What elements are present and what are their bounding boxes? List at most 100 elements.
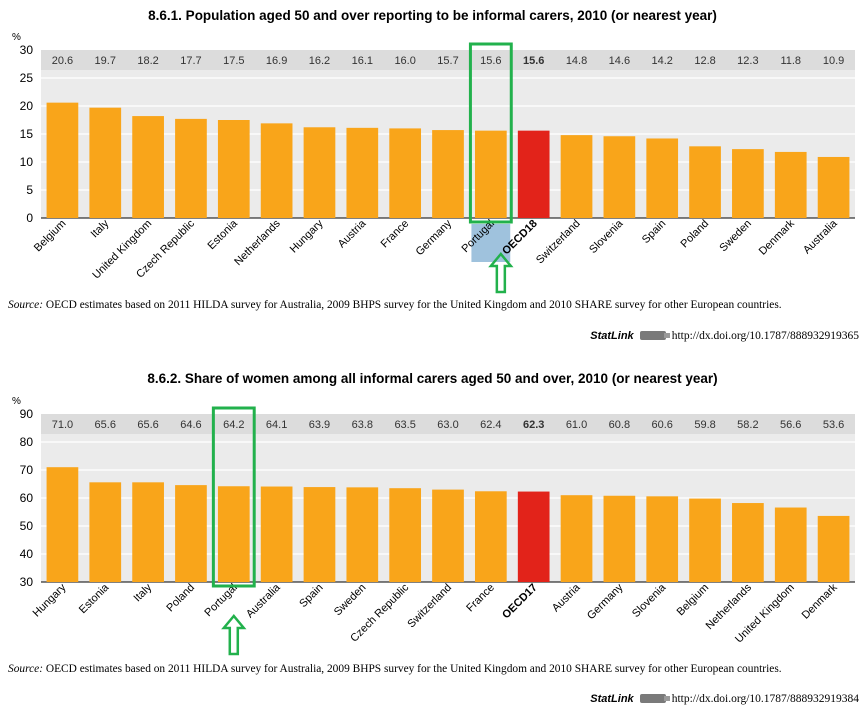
category-label: Belgium <box>32 218 69 255</box>
bar-poland <box>689 146 721 218</box>
value-label: 56.6 <box>780 419 801 431</box>
bar-belgium <box>46 102 79 218</box>
category-label: Poland <box>678 218 711 251</box>
category-label: Germany <box>585 581 626 622</box>
y-tick-label: 90 <box>20 407 34 421</box>
bar-australia <box>817 156 850 218</box>
statlink-logo-icon <box>639 693 670 703</box>
y-tick-label: 60 <box>20 491 34 505</box>
category-label: Australia <box>801 217 840 256</box>
bar-denmark <box>817 515 850 582</box>
value-label: 12.3 <box>737 55 758 67</box>
category-label: Sweden <box>332 582 369 619</box>
bar-czech-republic <box>389 488 422 582</box>
value-label: 64.6 <box>180 419 201 431</box>
value-label: 19.7 <box>95 55 116 67</box>
value-label: 62.3 <box>523 419 544 431</box>
category-label: Italy <box>131 581 154 604</box>
y-tick-label: 80 <box>20 435 34 449</box>
value-label: 15.6 <box>523 55 544 67</box>
bar-australia <box>260 486 293 582</box>
chart2-bar-chart: 30 40 50 60 70 80 90 71.0 Hungary 65.6 Estonia 65.6… <box>20 406 855 656</box>
y-tick-label: 0 <box>26 211 33 225</box>
bar-czech-republic <box>175 118 207 218</box>
bar-austria <box>560 495 593 582</box>
chart1-bar-chart: 05101520253020.6Belgium19.7Italy18.2Unit… <box>20 42 855 294</box>
bar-sweden <box>346 487 379 582</box>
bar-spain <box>646 138 679 218</box>
chart1-statlink-url[interactable]: http://dx.doi.org/10.1787/888932919365 <box>671 330 859 342</box>
category-label: Estonia <box>205 217 240 252</box>
highlight-box <box>211 406 256 588</box>
value-label: 16.9 <box>266 55 287 67</box>
bar-france <box>474 491 507 582</box>
y-tick-label: 25 <box>20 71 34 85</box>
bar-spain <box>303 487 336 582</box>
y-tick-label: 30 <box>20 43 34 57</box>
bar-united-kingdom <box>774 507 807 582</box>
category-label: Estonia <box>77 581 112 616</box>
value-label-band <box>41 50 855 70</box>
y-tick-label: 30 <box>20 575 34 589</box>
value-label: 64.2 <box>223 419 244 431</box>
value-label: 63.5 <box>394 419 415 431</box>
value-label: 63.9 <box>309 419 330 431</box>
highlight-box <box>468 42 513 224</box>
value-label: 61.0 <box>566 419 587 431</box>
chart1-statlink[interactable]: StatLink http://dx.doi.org/10.1787/888932… <box>590 330 859 342</box>
value-label: 11.8 <box>780 55 801 67</box>
bar-italy <box>89 107 122 218</box>
bar-portugal <box>474 130 507 218</box>
bar-oecd17 <box>517 491 550 582</box>
category-label: Poland <box>164 582 197 615</box>
value-label: 17.7 <box>180 55 201 67</box>
bar-switzerland <box>560 135 593 218</box>
chart2-statlink[interactable]: StatLink http://dx.doi.org/10.1787/888932… <box>590 693 859 705</box>
bar-italy <box>132 482 164 582</box>
bar-belgium <box>689 498 721 582</box>
bar-germany <box>603 495 636 582</box>
value-label: 59.8 <box>694 419 715 431</box>
category-label: France <box>379 218 412 251</box>
value-label: 16.2 <box>309 55 330 67</box>
value-label: 16.1 <box>352 55 373 67</box>
chart2-title: 8.6.2. Share of women among all informal… <box>147 371 718 386</box>
value-label: 65.6 <box>137 419 158 431</box>
value-label: 60.8 <box>609 419 630 431</box>
bar-slovenia <box>646 496 679 582</box>
bar-estonia <box>217 120 250 218</box>
category-label: Slovenia <box>587 217 626 256</box>
value-label: 17.5 <box>223 55 244 67</box>
category-label: Italy <box>89 217 112 240</box>
value-label: 62.4 <box>480 419 501 431</box>
bar-portugal <box>217 486 250 582</box>
value-label: 60.6 <box>651 419 672 431</box>
category-label: Spain <box>640 218 668 246</box>
chart2-statlink-url[interactable]: http://dx.doi.org/10.1787/888932919384 <box>671 693 859 705</box>
value-label: 53.6 <box>823 419 844 431</box>
category-label: OECD17 <box>500 582 540 622</box>
value-label: 14.2 <box>651 55 672 67</box>
category-label: Denmark <box>800 581 840 621</box>
bar-poland <box>175 485 207 582</box>
y-tick-label: 50 <box>20 519 34 533</box>
bar-netherlands <box>732 503 764 582</box>
bar-germany <box>432 130 464 218</box>
category-label: Hungary <box>31 581 69 619</box>
y-tick-label: 10 <box>20 155 34 169</box>
chart1-source-note: Source: OECD estimates based on 2011 HIL… <box>8 299 782 311</box>
value-label: 12.8 <box>694 55 715 67</box>
value-label: 71.0 <box>52 419 73 431</box>
statlink-logo-icon <box>639 330 670 340</box>
y-tick-label: 70 <box>20 463 34 477</box>
bar-sweden <box>732 149 764 218</box>
bar-hungary <box>46 467 79 582</box>
chart2-source-note: Source: OECD estimates based on 2011 HIL… <box>8 663 782 675</box>
bar-slovenia <box>603 136 636 218</box>
bar-united-kingdom <box>132 116 164 218</box>
category-label: Germany <box>414 217 455 258</box>
value-label: 15.6 <box>480 55 501 67</box>
category-label: Netherlands <box>232 217 283 268</box>
category-label: Denmark <box>757 217 797 257</box>
y-tick-label: 5 <box>26 183 33 197</box>
